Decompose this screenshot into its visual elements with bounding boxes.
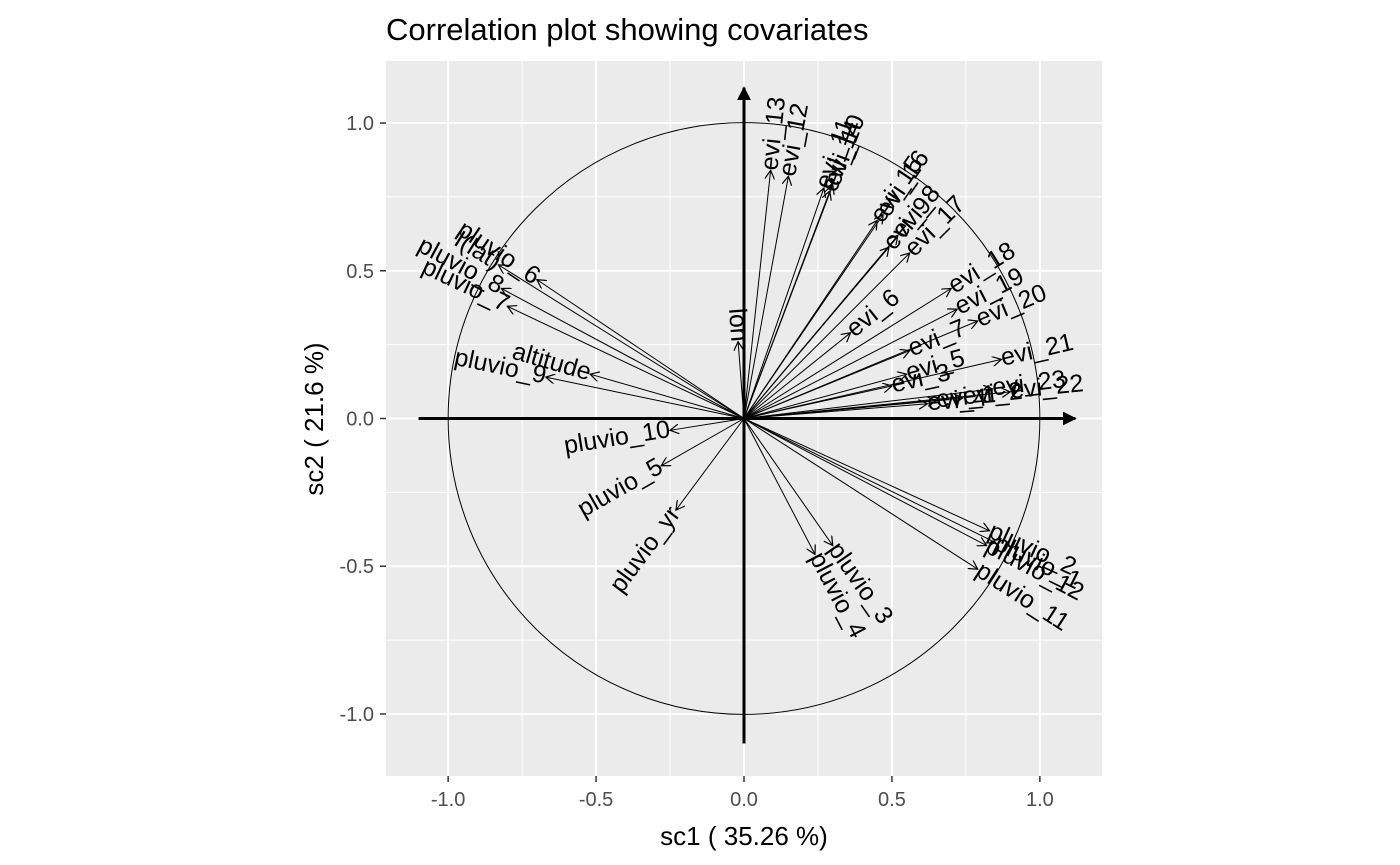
y-tick-label: -1.0 xyxy=(340,704,374,726)
vector-arrow-pluvio-10 xyxy=(670,418,745,431)
y-axis-ticks: -1.0 -0.5 0.0 0.5 1.0 xyxy=(340,113,386,726)
variable-vectors xyxy=(498,170,1010,569)
vector-arrow-evi-23 xyxy=(743,389,993,419)
vector-arrow-evi-11 xyxy=(743,188,824,419)
vector-label-evi-1: evi_1 xyxy=(935,380,997,413)
vector-arrow-pluvio-7 xyxy=(507,306,745,419)
x-tick-label: 1.0 xyxy=(1026,789,1054,811)
x-tick-label: 0.5 xyxy=(878,789,906,811)
vector-arrow-pluvio-3 xyxy=(743,418,833,546)
vector-arrow-pluvio-9 xyxy=(546,377,745,419)
vector-arrow-evi-3 xyxy=(743,386,892,419)
vector-label-evi-4: evi_4 xyxy=(926,384,988,417)
vector-arrow-evi-6 xyxy=(743,333,851,419)
vector-arrow-pluvio-11 xyxy=(743,418,978,570)
vector-arrow-evi-7 xyxy=(743,351,910,419)
vector-arrow-i-lat xyxy=(498,265,745,419)
y-tick-label: 1.0 xyxy=(346,113,374,135)
y-tick-label: 0.0 xyxy=(346,409,374,431)
vector-arrow-pluvio-yr xyxy=(676,418,745,511)
vector-arrow-pluvio-4 xyxy=(743,418,815,555)
vector-arrow-evi-14 xyxy=(743,191,830,419)
vector-arrow-evi-5 xyxy=(743,374,907,419)
vector-arrow-evi-8 xyxy=(743,235,898,419)
x-tick-label: -1.0 xyxy=(431,789,465,811)
vector-arrow-pluvio-2 xyxy=(743,418,990,531)
vector-arrow-lon xyxy=(738,342,745,419)
vector-arrow-evi-19 xyxy=(743,309,957,419)
vector-label-evi-2: evi_2 xyxy=(961,377,1023,411)
chart-title: Correlation plot showing covariates xyxy=(386,12,868,47)
vector-arrow-evi-16 xyxy=(743,215,883,419)
vector-arrow-altitude xyxy=(590,374,745,419)
vector-arrow-evi-22 xyxy=(743,392,1010,419)
vector-arrow-evi-13 xyxy=(743,170,771,419)
vector-arrow-pluvio-1 xyxy=(743,418,995,543)
x-tick-label: 0.0 xyxy=(730,789,758,811)
y-tick-label: 0.5 xyxy=(346,261,374,283)
x-axis-title: sc1 ( 35.26 %) xyxy=(660,821,828,851)
vector-arrow-evi-18 xyxy=(743,289,951,419)
vector-arrow-pluvio-6 xyxy=(537,280,745,419)
vector-arrow-evi-17 xyxy=(743,253,910,419)
vector-arrow-evi-12 xyxy=(743,176,788,419)
y-tick-label: -0.5 xyxy=(340,556,374,578)
x-tick-label: -0.5 xyxy=(579,789,613,811)
y-axis-title: sc2 ( 21.6 %) xyxy=(299,342,329,495)
vector-label-lon: lon xyxy=(723,307,753,342)
x-axis-ticks: -1.0 -0.5 0.0 0.5 1.0 xyxy=(431,776,1054,811)
vector-arrow-pluvio-5 xyxy=(661,418,745,466)
vector-arrow-pluvio-12 xyxy=(743,418,987,546)
vector-arrow-pluvio-8 xyxy=(501,289,745,419)
